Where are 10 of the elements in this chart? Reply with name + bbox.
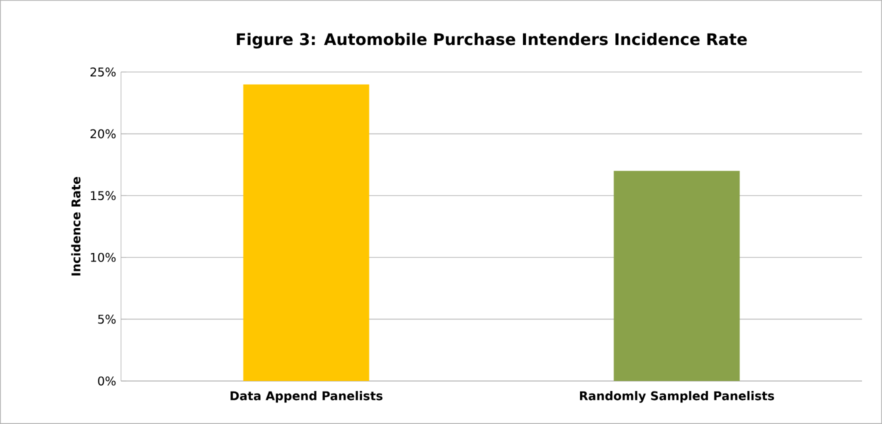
y-tick-label: 15% [90,191,116,200]
y-tick-label: 10% [90,252,116,262]
y-tick-label: 0% [98,376,116,386]
y-tick-label: 25% [90,67,116,77]
x-tick-label: Data Append Panelists [230,391,382,403]
y-axis-title: Incidence Rate [71,176,80,276]
x-tick-label: Randomly Sampled Panelists [580,391,774,403]
y-tick-label: 20% [90,129,116,138]
y-tick-label: 5% [98,314,116,324]
chart-title: Figure 3: Automobile Purchase Intenders Incidence Rate [236,32,747,48]
